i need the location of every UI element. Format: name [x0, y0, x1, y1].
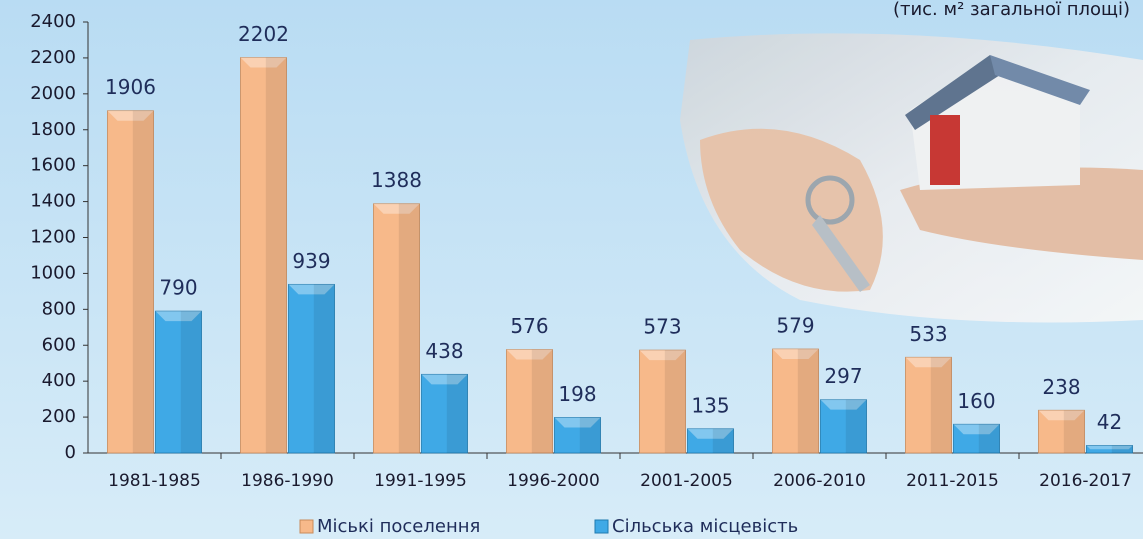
chart-subtitle: (тис. м² загальної площі)	[893, 0, 1130, 20]
value-label: 576	[510, 314, 548, 338]
value-label: 573	[643, 315, 681, 339]
y-tick-label: 600	[42, 334, 76, 355]
value-label: 135	[691, 393, 729, 417]
bar-shade	[931, 357, 952, 453]
value-label: 198	[558, 382, 596, 406]
value-label: 438	[425, 339, 463, 363]
y-tick-label: 1800	[30, 119, 76, 140]
legend-swatch	[300, 520, 313, 533]
y-tick-label: 1000	[30, 262, 76, 283]
y-tick-label: 0	[65, 442, 76, 463]
bar-shade	[181, 311, 202, 453]
x-tick-label: 2011-2015	[906, 471, 999, 491]
value-label: 2202	[238, 22, 289, 46]
legend-label: Міські поселення	[317, 516, 480, 537]
x-tick-label: 1981-1985	[108, 471, 201, 491]
bar-shade	[665, 350, 686, 453]
value-label: 790	[159, 276, 197, 300]
y-tick-label: 2400	[30, 11, 76, 32]
legend-label: Сільська місцевість	[612, 516, 798, 537]
x-tick-label: 2006-2010	[773, 471, 866, 491]
x-tick-label: 2016-2017	[1039, 471, 1132, 491]
bar-shade	[266, 58, 287, 453]
legend-swatch	[595, 520, 608, 533]
bar-shade	[798, 349, 819, 453]
bar-shade	[580, 417, 601, 453]
value-label: 579	[776, 314, 814, 338]
value-label: 238	[1042, 375, 1080, 399]
bar-shade	[447, 374, 468, 453]
y-tick-label: 400	[42, 370, 76, 391]
bar-shade	[399, 204, 420, 453]
y-tick-label: 1600	[30, 155, 76, 176]
bar-shade	[979, 424, 1000, 453]
y-tick-label: 800	[42, 298, 76, 319]
bar-shade	[1064, 410, 1085, 453]
y-tick-label: 2000	[30, 83, 76, 104]
y-tick-label: 1400	[30, 191, 76, 212]
value-label: 1906	[105, 75, 156, 99]
x-tick-label: 1991-1995	[374, 471, 467, 491]
value-label: 297	[824, 364, 862, 388]
bar-shade	[532, 350, 553, 453]
bar-shade	[713, 429, 734, 453]
y-tick-label: 1200	[30, 227, 76, 248]
y-tick-label: 200	[42, 406, 76, 427]
value-label: 42	[1097, 410, 1122, 434]
x-tick-label: 1986-1990	[241, 471, 334, 491]
chart: (тис. м² загальної площі) Міські поселен…	[0, 0, 1143, 539]
value-label: 1388	[371, 168, 422, 192]
x-tick-label: 2001-2005	[640, 471, 733, 491]
value-label: 939	[292, 249, 330, 273]
value-label: 533	[909, 322, 947, 346]
x-tick-label: 1996-2000	[507, 471, 600, 491]
bar-shade	[846, 400, 867, 453]
bar-shade	[314, 284, 335, 453]
bar-shade	[1112, 445, 1133, 453]
bar-shade	[133, 111, 154, 453]
y-tick-label: 2200	[30, 47, 76, 68]
value-label: 160	[957, 389, 995, 413]
